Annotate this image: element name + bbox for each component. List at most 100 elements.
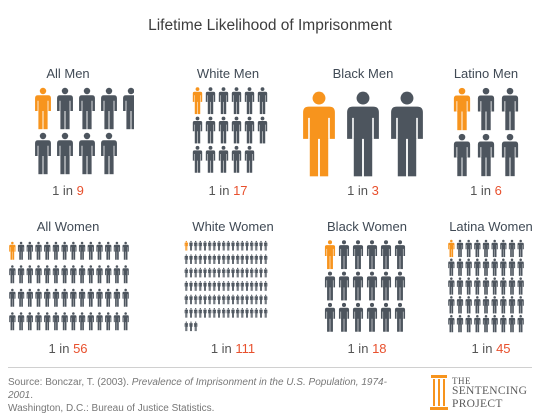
- person-icon: [380, 271, 392, 301]
- pictogram-latina-women: [448, 239, 524, 333]
- person-icon-highlighted: [9, 241, 16, 260]
- person-icon: [207, 308, 212, 318]
- pictogram-black-men: [303, 91, 423, 177]
- person-icon: [9, 265, 16, 284]
- person-icon: [198, 294, 203, 305]
- ratio-label: 1 in 45: [425, 341, 540, 356]
- sentencing-project-logo: THE SENTENCING PROJECT: [428, 373, 536, 413]
- person-icon: [35, 265, 42, 284]
- person-icon: [184, 294, 189, 305]
- person-icon: [517, 258, 524, 276]
- person-icon: [105, 288, 112, 307]
- person-icon: [35, 132, 51, 175]
- source-prefix: Source: Bonczar, T. (2003).: [8, 377, 132, 388]
- person-icon: [456, 239, 464, 258]
- person-icon: [52, 312, 60, 331]
- person-icon: [249, 240, 254, 251]
- person-icon: [198, 281, 203, 291]
- person-icon: [189, 308, 193, 318]
- person-icon: [508, 239, 516, 258]
- person-icon: [113, 312, 121, 331]
- ratio-value: 6: [494, 183, 502, 198]
- person-icon: [212, 267, 217, 278]
- person-icon: [78, 265, 86, 284]
- person-icon: [105, 265, 112, 284]
- person-icon: [198, 240, 203, 251]
- person-icon: [96, 241, 103, 260]
- person-icon: [61, 312, 68, 331]
- person-icon: [448, 258, 455, 276]
- person-icon: [217, 281, 221, 291]
- person-icon: [205, 87, 216, 115]
- person-icon: [456, 258, 464, 276]
- person-icon: [70, 312, 77, 331]
- person-icon: [203, 308, 207, 318]
- person-icon: [52, 288, 60, 307]
- ratio-prefix: 1 in: [347, 183, 369, 198]
- panel-label: All Men: [46, 66, 90, 81]
- person-icon: [96, 288, 103, 307]
- ratio-value: 56: [73, 341, 88, 356]
- person-icon: [263, 267, 268, 278]
- person-icon: [26, 265, 33, 284]
- person-icon: [217, 254, 221, 264]
- person-icon: [101, 132, 117, 175]
- person-icon: [26, 312, 33, 331]
- person-icon: [240, 267, 245, 278]
- panel-label: All Women: [36, 219, 100, 234]
- person-icon: [79, 87, 95, 130]
- person-icon: [207, 281, 212, 291]
- person-icon: [245, 281, 249, 291]
- person-icon: [226, 308, 231, 318]
- person-icon: [352, 302, 364, 332]
- pictogram-white-men: [192, 87, 268, 173]
- person-icon: [57, 87, 73, 130]
- person-icon: [231, 267, 235, 278]
- person-icon: [122, 241, 129, 260]
- person-icon: [57, 132, 73, 175]
- ratio-value: 45: [496, 341, 511, 356]
- pictogram-black-women: [324, 240, 406, 332]
- column-logo-icon: [430, 375, 448, 410]
- person-icon: [212, 294, 217, 305]
- person-icon: [501, 87, 519, 131]
- person-icon: [465, 277, 472, 295]
- person-icon: [244, 116, 255, 144]
- person-icon: [79, 132, 95, 175]
- person-icon: [456, 314, 464, 333]
- person-icon-highlighted: [448, 239, 455, 258]
- person-icon: [17, 312, 25, 331]
- person-icon: [221, 254, 226, 264]
- person-icon: [235, 240, 240, 251]
- person-icon: [254, 240, 259, 251]
- person-icon: [235, 294, 240, 305]
- person-icon: [35, 312, 42, 331]
- person-icon: [218, 116, 229, 144]
- person-icon: [226, 267, 231, 278]
- person-icon: [221, 267, 226, 278]
- person-icon: [70, 241, 77, 260]
- person-icon: [448, 314, 455, 333]
- pictogram-all-women: [9, 241, 129, 331]
- person-icon: [517, 314, 524, 333]
- person-icon: [189, 321, 193, 332]
- person-icon: [193, 294, 198, 305]
- person-icon: [184, 254, 189, 264]
- person-icon: [249, 308, 254, 318]
- person-icon: [198, 254, 203, 264]
- person-icon: [448, 277, 455, 295]
- person-icon: [259, 240, 263, 251]
- person-icon: [96, 312, 103, 331]
- panel-latino-men: Latino Men 1 in 6: [420, 66, 540, 226]
- person-icon: [456, 277, 464, 295]
- person-icon: [207, 294, 212, 305]
- person-icon: [212, 308, 217, 318]
- ratio-value: 111: [235, 341, 256, 356]
- person-icon: [193, 308, 198, 318]
- person-icon: [244, 145, 255, 173]
- ratio-value: 17: [233, 183, 248, 198]
- person-icon: [52, 265, 60, 284]
- person-icon: [380, 302, 392, 332]
- person-icon: [465, 258, 472, 276]
- person-icon: [226, 240, 231, 251]
